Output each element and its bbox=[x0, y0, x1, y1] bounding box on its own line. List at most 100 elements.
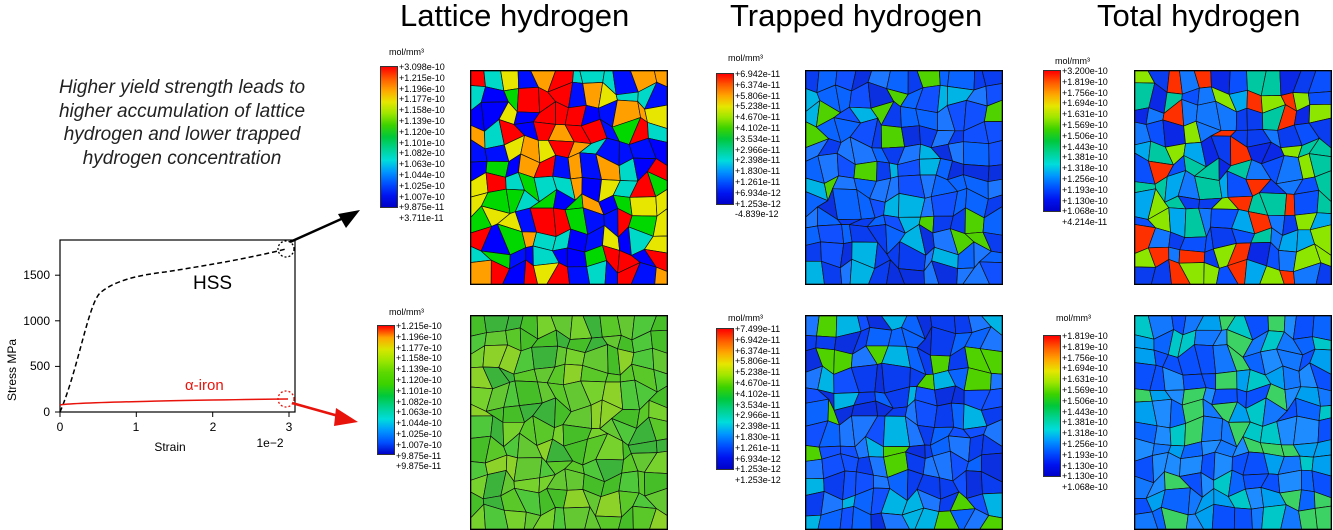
legend-value: +1.068e-10 bbox=[1062, 206, 1108, 217]
legend-value: +1.130e-10 bbox=[1062, 195, 1108, 206]
grain-cell bbox=[652, 347, 667, 375]
grain-cell bbox=[981, 71, 1002, 87]
grain-cell bbox=[933, 402, 955, 428]
grain-cell bbox=[988, 140, 1002, 167]
grain-cell bbox=[886, 259, 905, 284]
legend-value: +1.631e-10 bbox=[1062, 109, 1108, 120]
legend-value: +1.253e-12 bbox=[735, 464, 781, 475]
grain-cell bbox=[567, 266, 591, 284]
grain-cell bbox=[532, 506, 556, 529]
grain-cell bbox=[1244, 258, 1268, 284]
legend-colorbar bbox=[716, 328, 734, 470]
grain-cell bbox=[471, 71, 486, 88]
legend-value: +6.934e-12 bbox=[735, 187, 781, 198]
grain-cell bbox=[1311, 336, 1331, 351]
grain-cell bbox=[1292, 316, 1315, 340]
unit-label-top-total: mol/mm³ bbox=[1055, 56, 1090, 66]
grain-cell bbox=[1312, 439, 1331, 458]
legend-value: +1.261e-11 bbox=[735, 176, 781, 187]
grain-cell bbox=[604, 259, 618, 284]
grain-cell bbox=[586, 260, 607, 284]
legend-labels: +1.819e-10 +1.819e-10 +1.756e-10 +1.694e-10… bbox=[1062, 331, 1108, 493]
grain-cell bbox=[980, 471, 1002, 495]
legend-value: +1.506e-10 bbox=[1062, 395, 1108, 406]
grain-cell bbox=[839, 505, 855, 529]
grain-cell bbox=[1316, 189, 1331, 214]
grain-cell bbox=[1312, 316, 1331, 341]
grain-cell bbox=[655, 188, 667, 217]
grain-cell bbox=[648, 399, 667, 422]
grain-cell bbox=[1284, 193, 1296, 216]
grain-cell bbox=[982, 206, 1002, 236]
grain-cell bbox=[617, 261, 641, 284]
grain-cell bbox=[987, 164, 1002, 183]
legend-value: +1.193e-10 bbox=[1062, 449, 1108, 460]
grain-cell bbox=[643, 248, 667, 272]
grain-cell bbox=[1309, 224, 1331, 256]
iron-arrow-head bbox=[334, 408, 358, 426]
hss-marker-circle bbox=[277, 240, 295, 258]
legend-value: +1.756e-10 bbox=[1062, 87, 1108, 98]
grain-cell bbox=[618, 505, 634, 529]
grain-cell bbox=[979, 326, 1002, 352]
legend-value: +5.806e-11 bbox=[735, 356, 781, 367]
legend-colorbar bbox=[1043, 335, 1061, 477]
grain-cell bbox=[979, 348, 1002, 375]
grain-cell bbox=[553, 507, 566, 529]
legend-value: +7.499e-11 bbox=[735, 324, 781, 334]
legend-value: +1.177e-10 bbox=[399, 94, 445, 105]
xtick-0: 0 bbox=[57, 420, 64, 434]
legend-value: +1.381e-10 bbox=[1062, 152, 1108, 163]
legend-value: +1.130e-10 bbox=[1062, 471, 1108, 482]
grain-cell bbox=[981, 433, 1002, 456]
legend-value: +5.806e-11 bbox=[735, 90, 781, 101]
legend-value: +4.102e-11 bbox=[735, 122, 781, 133]
grain-cell bbox=[1235, 107, 1248, 131]
grain-cell bbox=[531, 345, 559, 370]
grain-cell bbox=[648, 416, 667, 441]
legend-value: +1.256e-10 bbox=[1062, 173, 1108, 184]
legend-value: +1.120e-10 bbox=[399, 126, 445, 137]
legend-labels: +3.200e-10 +1.819e-10 +1.756e-10 +1.694e-10… bbox=[1062, 66, 1108, 228]
grain-cell bbox=[865, 327, 893, 347]
grain-cell bbox=[981, 316, 1002, 336]
grain-cell bbox=[523, 259, 538, 284]
legend-value: +1.253e-12 bbox=[735, 198, 781, 209]
grain-cell bbox=[646, 170, 667, 198]
grain-cell bbox=[880, 512, 910, 529]
legend-colorbar bbox=[716, 73, 734, 205]
grain-cell bbox=[978, 250, 1002, 263]
grain-cell bbox=[1314, 505, 1331, 529]
grain-cell bbox=[949, 508, 976, 529]
grain-cell bbox=[1309, 348, 1331, 375]
grain-cell bbox=[650, 329, 667, 354]
grain-cell bbox=[1216, 265, 1239, 284]
grain-cell bbox=[1185, 513, 1205, 529]
hss-arrow-line bbox=[289, 214, 349, 244]
column-title-lattice: Lattice hydrogen bbox=[400, 0, 630, 33]
grain-cell bbox=[1153, 425, 1172, 446]
grain-cell bbox=[990, 373, 1002, 391]
grain-cell bbox=[1211, 503, 1236, 529]
legend-value: +1.261e-11 bbox=[735, 442, 781, 453]
legend-value: +1.068e-10 bbox=[1062, 482, 1108, 493]
legend-value: +1.158e-10 bbox=[399, 105, 445, 116]
unit-label-bottom-lattice: mol/mm³ bbox=[389, 307, 424, 317]
legend-value: +5.238e-11 bbox=[735, 101, 781, 112]
grain-cell bbox=[1259, 265, 1285, 284]
grain-cell bbox=[898, 268, 925, 284]
grain-cell bbox=[1315, 262, 1331, 284]
legend-value: +1.007e-10 bbox=[399, 191, 445, 202]
x-scale-label: 1e−2 bbox=[256, 436, 283, 450]
ytick-0: 0 bbox=[43, 405, 50, 419]
legend-value: +1.253e-12 bbox=[735, 475, 781, 486]
grain-cell bbox=[483, 503, 509, 529]
grain-cell bbox=[471, 415, 494, 439]
unit-label-top-lattice: mol/mm³ bbox=[389, 47, 424, 57]
legend-value: +1.196e-10 bbox=[399, 83, 445, 94]
grain-cell bbox=[471, 503, 486, 529]
legend-value: +1.158e-10 bbox=[396, 353, 442, 364]
y-ticks bbox=[55, 274, 60, 413]
grain-cell bbox=[579, 71, 605, 84]
grain-cell bbox=[983, 121, 1002, 145]
